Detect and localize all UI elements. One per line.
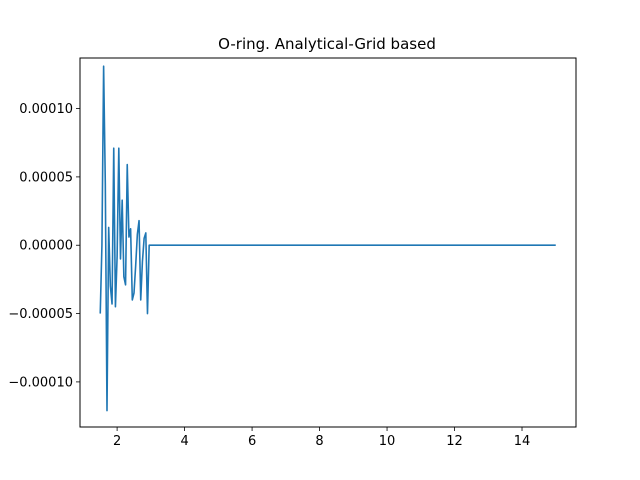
y-tick-label: 0.00000: [19, 239, 73, 254]
plot-area-frame: [79, 57, 577, 428]
x-tick-label: 14: [514, 434, 531, 449]
series-line-0: [99, 65, 556, 412]
x-tick-label: 10: [379, 434, 396, 449]
y-axis-ticks: 0.00010 0.00005 0.00000 −0.00005 −0.00010: [8, 102, 80, 390]
x-tick-label: 8: [315, 434, 323, 449]
y-tick-label: −0.00005: [8, 307, 73, 322]
x-tick-label: 4: [180, 434, 188, 449]
series-layer: [99, 65, 556, 412]
x-tick-label: 2: [113, 434, 121, 449]
y-tick-label: −0.00010: [8, 375, 73, 390]
x-tick-label: 12: [446, 434, 463, 449]
chart-title: O-ring. Analytical-Grid based: [218, 35, 436, 53]
x-tick-label: 6: [248, 434, 256, 449]
y-tick-label: 0.00005: [19, 170, 73, 185]
x-axis-ticks: 2 4 6 8 10 12 14: [113, 427, 530, 449]
y-tick-label: 0.00010: [19, 102, 73, 117]
